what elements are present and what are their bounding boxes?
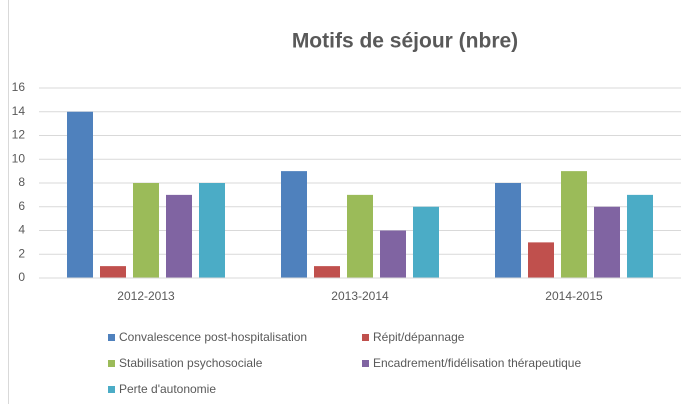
- legend-swatch: [108, 360, 115, 367]
- x-tick-label: 2013-2014: [331, 289, 389, 303]
- legend-swatch: [108, 334, 115, 341]
- y-tick-label: 10: [12, 151, 26, 165]
- y-tick-label: 12: [12, 128, 26, 142]
- bar: [67, 111, 93, 278]
- bar: [166, 194, 192, 278]
- bar: [380, 230, 406, 278]
- y-tick-label: 14: [12, 104, 26, 118]
- bar: [528, 242, 554, 278]
- legend-swatch: [362, 334, 369, 341]
- y-tick-label: 0: [18, 270, 25, 284]
- legend-swatch: [362, 360, 369, 367]
- x-tick-label: 2014-2015: [545, 289, 603, 303]
- legend-label: Répit/dépannage: [373, 330, 465, 344]
- bar: [314, 266, 340, 278]
- chart-title: Motifs de séjour (nbre): [292, 30, 518, 53]
- legend-label: Stabilisation psychosociale: [119, 356, 263, 370]
- x-tick-label: 2012-2013: [117, 289, 175, 303]
- bar: [413, 206, 439, 278]
- y-tick-label: 4: [18, 223, 25, 237]
- legend-label: Encadrement/fidélisation thérapeutique: [373, 356, 581, 370]
- bar: [627, 194, 653, 278]
- bar: [133, 183, 159, 278]
- legend-label: Perte d'autonomie: [119, 382, 216, 396]
- y-tick-label: 8: [18, 175, 25, 189]
- bar: [100, 266, 126, 278]
- bar: [561, 171, 587, 278]
- bar: [495, 183, 521, 278]
- bar: [594, 206, 620, 278]
- bar: [281, 171, 307, 278]
- y-tick-label: 2: [18, 246, 25, 260]
- legend-swatch: [108, 386, 115, 393]
- y-tick-label: 16: [12, 80, 26, 94]
- bar: [347, 194, 373, 278]
- legend-label: Convalescence post-hospitalisation: [119, 330, 307, 344]
- bar: [199, 183, 225, 278]
- y-tick-label: 6: [18, 199, 25, 213]
